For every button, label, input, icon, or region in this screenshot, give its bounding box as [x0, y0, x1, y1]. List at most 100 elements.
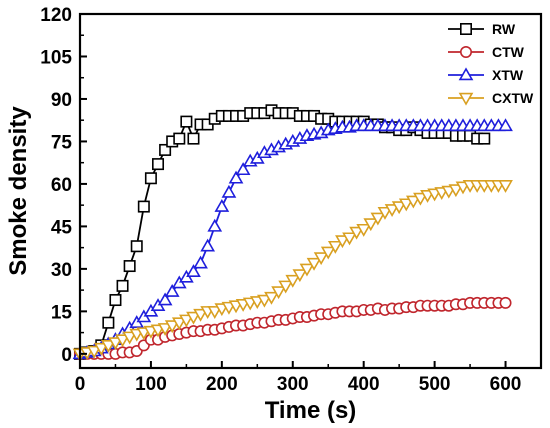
data-point-cxtw [398, 198, 414, 212]
data-point-xtw [186, 264, 201, 277]
data-point-cxtw [413, 192, 428, 206]
y-tick-label: 30 [51, 260, 72, 281]
legend-item-xtw: XTW [448, 67, 524, 83]
data-point-rw [116, 279, 129, 292]
data-point-cxtw [448, 184, 464, 198]
data-point-cxtw [179, 314, 194, 328]
data-point-xtw [228, 170, 244, 184]
legend-item-ctw: CTW [448, 44, 525, 60]
data-point-xtw [498, 118, 513, 132]
data-point-xtw [164, 283, 180, 297]
legend-marker-xtw [458, 67, 474, 81]
series-xtw [72, 118, 513, 360]
data-point-cxtw [313, 252, 329, 266]
data-point-cxtw [186, 311, 201, 325]
data-point-rw [130, 240, 143, 253]
data-point-cxtw [370, 212, 386, 226]
data-point-rw [123, 260, 136, 273]
x-tick-label: 200 [206, 374, 238, 395]
data-point-xtw [235, 162, 251, 176]
data-point-xtw [207, 218, 223, 232]
x-tick-label: 500 [419, 374, 451, 395]
data-point-cxtw [349, 226, 364, 240]
data-point-rw [180, 115, 193, 128]
data-point-cxtw [257, 294, 272, 308]
data-point-cxtw [292, 269, 308, 283]
data-point-cxtw [498, 180, 513, 193]
data-point-cxtw [327, 240, 343, 254]
series-layer [72, 104, 513, 362]
data-point-cxtw [207, 306, 223, 319]
data-point-cxtw [320, 246, 336, 260]
legend-label-rw: RW [492, 21, 516, 37]
series-cxtw [72, 180, 513, 362]
data-point-cxtw [363, 218, 379, 232]
data-point-cxtw [93, 342, 109, 356]
x-tick-label: 300 [277, 374, 309, 395]
data-point-cxtw [101, 340, 116, 353]
y-tick-label: 15 [51, 302, 73, 323]
data-point-cxtw [108, 337, 123, 351]
data-point-rw [187, 132, 200, 145]
y-tick-label: 75 [51, 132, 73, 153]
data-point-cxtw [86, 345, 102, 359]
data-point-xtw [193, 255, 208, 269]
data-point-cxtw [377, 206, 393, 220]
data-point-cxtw [164, 320, 180, 334]
ticks-layer: 0 100 200 300 400 500 600 0 15 30 45 60 75 90 105 120 [40, 5, 521, 395]
legend-marker-rw [459, 22, 472, 35]
data-point-rw [152, 158, 165, 171]
legend-item-cxtw: CXTW [448, 90, 534, 106]
data-point-cxtw [193, 308, 208, 322]
data-point-cxtw [122, 331, 138, 345]
data-point-cxtw [115, 334, 130, 348]
data-point-xtw [157, 292, 173, 306]
data-point-rw [159, 143, 172, 156]
data-point-rw [102, 316, 115, 329]
legend-marker-cxtw [458, 92, 474, 106]
data-point-rw [144, 172, 157, 185]
y-tick-label: 45 [51, 217, 73, 238]
y-tick-label: 90 [51, 90, 72, 111]
y-axis-title: Smoke density [5, 106, 32, 276]
legend: RW CTW XTW CXTW [448, 21, 534, 106]
legend-label-xtw: XTW [492, 67, 524, 83]
legend-label-cxtw: CXTW [492, 90, 534, 106]
data-point-cxtw [342, 232, 357, 246]
data-point-rw [173, 132, 186, 145]
data-point-rw [478, 132, 491, 145]
data-point-cxtw [278, 280, 294, 294]
x-tick-label: 0 [75, 374, 86, 395]
legend-marker-ctw [459, 45, 472, 58]
plot-frame [78, 12, 543, 370]
data-point-cxtw [264, 291, 279, 305]
data-point-cxtw [384, 204, 400, 218]
data-point-cxtw [299, 263, 315, 277]
data-point-rw [137, 200, 150, 213]
data-point-ctw [499, 296, 512, 309]
x-axis-title: Time (s) [265, 397, 357, 424]
data-point-cxtw [405, 195, 421, 209]
data-point-xtw [214, 198, 230, 212]
x-tick-label: 400 [348, 374, 380, 395]
data-point-cxtw [157, 323, 173, 336]
x-tick-label: 100 [135, 374, 167, 395]
data-point-cxtw [171, 317, 187, 331]
y-tick-label: 120 [40, 5, 72, 26]
data-point-xtw [200, 238, 216, 252]
data-point-cxtw [306, 257, 322, 271]
legend-item-rw: RW [448, 21, 516, 37]
y-tick-label: 105 [40, 47, 72, 68]
axes-layer [78, 12, 543, 370]
legend-label-ctw: CTW [492, 44, 525, 60]
data-point-cxtw [356, 223, 372, 237]
data-point-xtw [221, 184, 237, 198]
data-point-cxtw [391, 201, 407, 215]
data-point-rw [109, 294, 122, 307]
y-tick-label: 0 [61, 345, 72, 366]
y-tick-label: 60 [51, 175, 72, 196]
data-point-cxtw [285, 274, 301, 288]
data-point-cxtw [335, 235, 350, 249]
x-tick-label: 600 [490, 374, 522, 395]
